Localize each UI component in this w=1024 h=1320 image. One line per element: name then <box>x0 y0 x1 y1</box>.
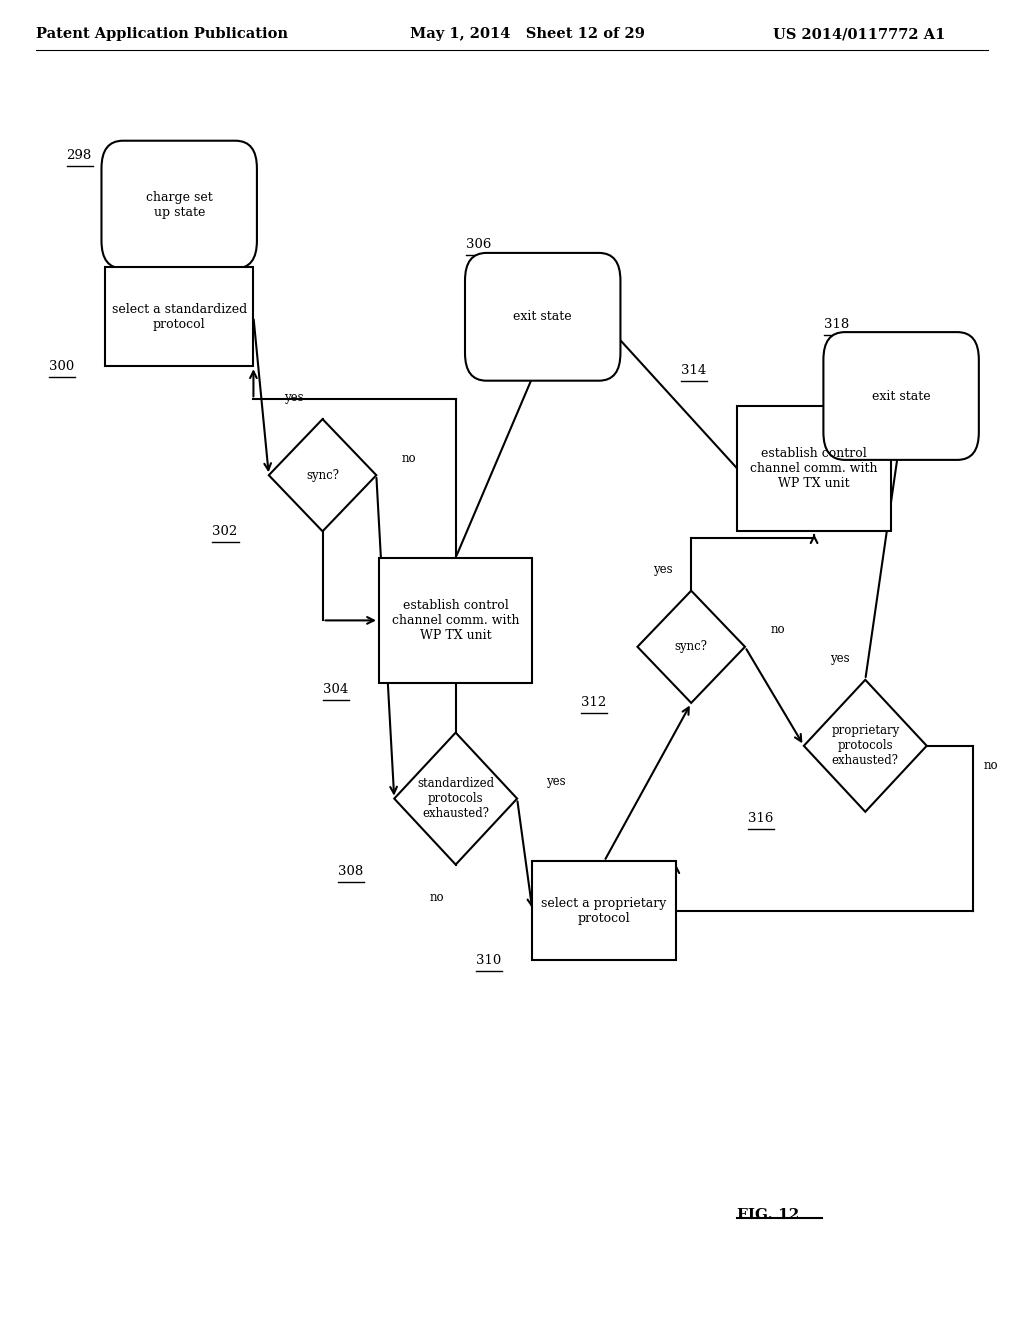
Polygon shape <box>804 680 927 812</box>
Text: establish control
channel comm. with
WP TX unit: establish control channel comm. with WP … <box>751 447 878 490</box>
Text: establish control
channel comm. with
WP TX unit: establish control channel comm. with WP … <box>392 599 519 642</box>
Bar <box>737 407 891 531</box>
Bar <box>104 267 254 366</box>
Text: sync?: sync? <box>306 469 339 482</box>
Text: 312: 312 <box>582 697 606 710</box>
Text: 314: 314 <box>681 364 707 378</box>
Text: exit state: exit state <box>513 310 572 323</box>
Text: 310: 310 <box>476 954 502 966</box>
Text: select a proprietary
protocol: select a proprietary protocol <box>542 896 667 925</box>
Text: exit state: exit state <box>871 389 931 403</box>
Text: proprietary
protocols
exhausted?: proprietary protocols exhausted? <box>831 725 899 767</box>
Text: FIG. 12: FIG. 12 <box>737 1208 800 1222</box>
Text: Patent Application Publication: Patent Application Publication <box>36 28 288 41</box>
Text: yes: yes <box>652 564 673 576</box>
Text: charge set
up state: charge set up state <box>145 190 213 219</box>
Text: 304: 304 <box>323 684 348 697</box>
Text: 316: 316 <box>748 812 773 825</box>
Polygon shape <box>268 420 377 531</box>
Text: no: no <box>430 891 444 904</box>
Text: 306: 306 <box>466 239 492 251</box>
Bar <box>532 861 676 961</box>
Text: yes: yes <box>284 392 304 404</box>
Polygon shape <box>394 733 517 865</box>
Text: no: no <box>770 623 785 636</box>
FancyBboxPatch shape <box>101 141 257 268</box>
FancyBboxPatch shape <box>465 253 621 380</box>
Text: select a standardized
protocol: select a standardized protocol <box>112 302 247 331</box>
Text: May 1, 2014   Sheet 12 of 29: May 1, 2014 Sheet 12 of 29 <box>410 28 644 41</box>
Polygon shape <box>637 591 745 702</box>
Text: standardized
protocols
exhausted?: standardized protocols exhausted? <box>417 777 495 820</box>
Text: 300: 300 <box>48 360 74 372</box>
Text: sync?: sync? <box>675 640 708 653</box>
Bar <box>379 557 532 682</box>
Text: 308: 308 <box>338 865 364 878</box>
Text: 318: 318 <box>824 318 850 331</box>
Text: yes: yes <box>546 775 566 788</box>
Text: no: no <box>984 759 998 772</box>
FancyBboxPatch shape <box>823 333 979 459</box>
Text: no: no <box>401 451 417 465</box>
Text: 298: 298 <box>67 149 92 162</box>
Text: yes: yes <box>829 652 850 665</box>
Text: 302: 302 <box>213 525 238 539</box>
Text: US 2014/0117772 A1: US 2014/0117772 A1 <box>773 28 945 41</box>
